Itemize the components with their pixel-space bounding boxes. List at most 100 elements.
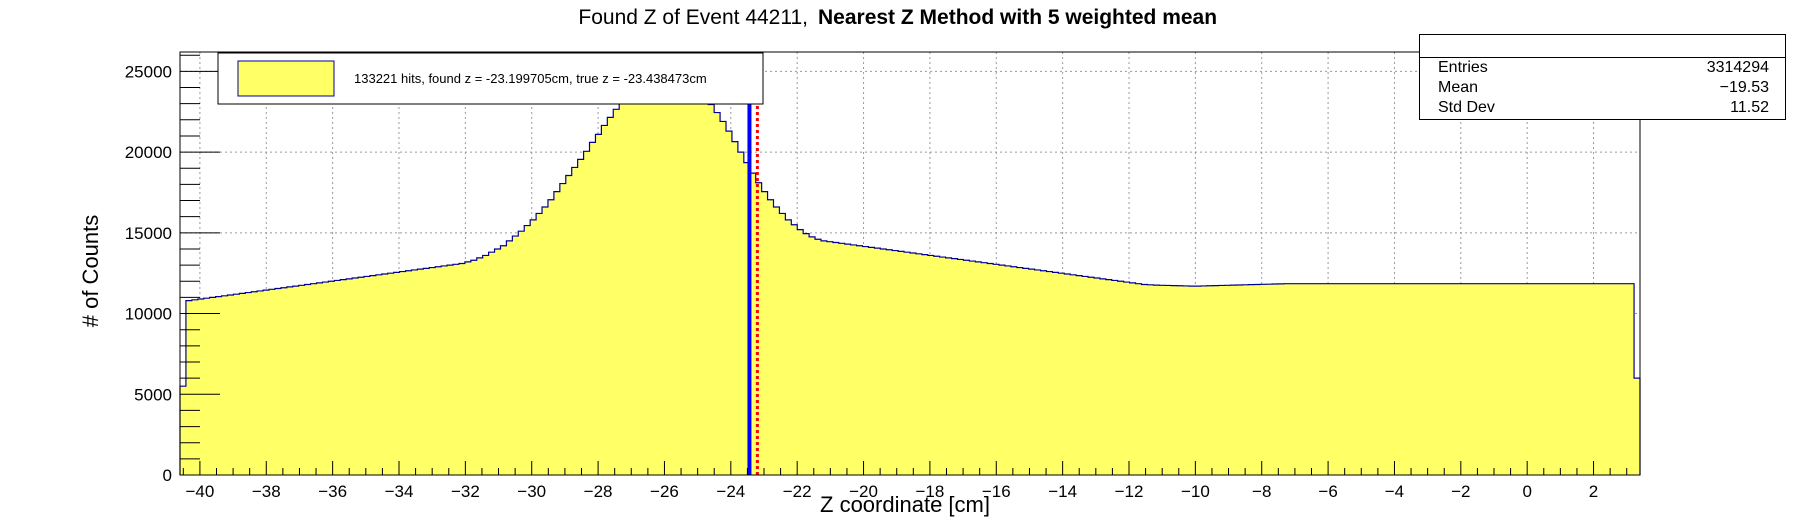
histogram-bar bbox=[221, 295, 228, 475]
histogram-bar bbox=[322, 282, 329, 475]
histogram-bar bbox=[963, 260, 970, 475]
histogram-bar bbox=[476, 257, 484, 475]
histogram-bar bbox=[518, 231, 525, 475]
histogram-bar bbox=[1283, 283, 1291, 475]
histogram-bar bbox=[708, 104, 715, 475]
histogram-bar bbox=[1378, 283, 1386, 475]
stats-std-label: Std Dev bbox=[1438, 99, 1495, 116]
histogram-bar bbox=[1016, 267, 1024, 475]
x-tick-label: −34 bbox=[385, 482, 414, 501]
histogram-bar bbox=[1574, 283, 1582, 475]
histogram-bar bbox=[874, 248, 881, 475]
x-tick-label: −40 bbox=[185, 482, 214, 501]
histogram-bar bbox=[975, 261, 982, 475]
histogram-bar bbox=[993, 264, 1000, 475]
histogram-bar bbox=[411, 269, 418, 475]
histogram-bar bbox=[726, 131, 733, 475]
histogram-bar bbox=[470, 260, 478, 475]
chart-title-plain: Found Z of Event 44211, bbox=[578, 6, 808, 29]
histogram-bar bbox=[583, 151, 590, 475]
histogram-bar bbox=[577, 159, 584, 475]
histogram-bar bbox=[1105, 279, 1113, 475]
histogram-bar bbox=[1159, 285, 1166, 475]
histogram-bar bbox=[1230, 285, 1237, 475]
histogram-bar bbox=[838, 243, 846, 475]
histogram-bar bbox=[1568, 283, 1576, 475]
histogram-bar bbox=[1212, 285, 1220, 475]
histogram-bar bbox=[915, 253, 923, 475]
histogram-bar bbox=[927, 255, 935, 475]
histogram-bar bbox=[429, 267, 436, 475]
histogram-bar bbox=[666, 74, 674, 475]
histogram-bar bbox=[803, 233, 810, 475]
histogram-bar bbox=[696, 90, 703, 475]
histogram-bar bbox=[1088, 277, 1095, 475]
histogram-bar bbox=[209, 297, 217, 475]
stats-std: Std Dev 11.52 bbox=[1420, 98, 1785, 118]
histogram-bar bbox=[1426, 283, 1433, 475]
histogram-bar bbox=[316, 282, 323, 475]
histogram-bar bbox=[571, 167, 579, 476]
histogram-bar bbox=[524, 225, 531, 475]
histogram-bar bbox=[1272, 284, 1279, 475]
histogram-bar bbox=[1040, 270, 1047, 475]
histogram-bar bbox=[280, 287, 288, 475]
histogram-bar bbox=[1295, 283, 1303, 475]
histogram-bar bbox=[1301, 283, 1309, 475]
histogram-bar bbox=[1070, 274, 1077, 475]
histogram-bar bbox=[1028, 269, 1036, 475]
histogram-bar bbox=[292, 286, 300, 475]
stats-box: Entries 3314294 Mean −19.53 Std Dev 11.5… bbox=[1419, 34, 1786, 120]
histogram-bar bbox=[1188, 286, 1196, 475]
histogram-bar bbox=[1414, 283, 1421, 475]
histogram-bar bbox=[1372, 283, 1380, 475]
histogram-bar bbox=[595, 134, 602, 475]
histogram-bar bbox=[737, 152, 745, 475]
x-tick-label: −2 bbox=[1451, 482, 1470, 501]
x-tick-label: −12 bbox=[1115, 482, 1144, 501]
histogram-bar bbox=[1616, 283, 1623, 475]
histogram-bar bbox=[767, 199, 774, 475]
histogram-bar bbox=[1622, 283, 1629, 475]
histogram-bar bbox=[761, 191, 768, 475]
legend-swatch bbox=[237, 60, 335, 97]
histogram-bar bbox=[850, 244, 857, 475]
histogram-bar bbox=[542, 206, 549, 475]
histogram-bar bbox=[886, 249, 893, 475]
histogram-bar bbox=[269, 289, 276, 475]
histogram-bar bbox=[987, 263, 994, 475]
histogram-bar bbox=[868, 247, 875, 475]
legend-label: 133221 hits, found z = -23.199705cm, tru… bbox=[354, 71, 707, 86]
histogram-bar bbox=[969, 261, 976, 475]
histogram-bar bbox=[423, 268, 430, 475]
x-tick-label: −6 bbox=[1318, 482, 1337, 501]
histogram-bar bbox=[898, 251, 905, 475]
y-tick-label: 5000 bbox=[134, 385, 172, 404]
histogram-bar bbox=[363, 276, 371, 475]
histogram-bar bbox=[1046, 271, 1053, 475]
y-tick-label: 25000 bbox=[125, 62, 172, 81]
histogram-bar bbox=[203, 298, 211, 475]
histogram-bar bbox=[939, 257, 947, 475]
histogram-bar bbox=[921, 254, 929, 475]
histogram-bar bbox=[1586, 283, 1593, 475]
z-markers bbox=[747, 52, 759, 475]
histogram-bar bbox=[1503, 283, 1510, 475]
histogram-bar bbox=[1545, 283, 1552, 475]
histogram-bar bbox=[1319, 283, 1326, 475]
histogram-bar bbox=[494, 248, 501, 475]
x-tick-label: −38 bbox=[252, 482, 281, 501]
histogram-bar bbox=[589, 142, 596, 475]
histogram-bar bbox=[892, 250, 899, 475]
histogram-bar bbox=[1093, 278, 1101, 475]
histogram-bar bbox=[245, 292, 252, 475]
histogram-bar bbox=[257, 290, 264, 475]
histogram-bar bbox=[1200, 285, 1208, 475]
histogram-bar bbox=[1515, 283, 1522, 475]
x-tick-label: −16 bbox=[982, 482, 1011, 501]
legend-box: 133221 hits, found z = -23.199705cm, tru… bbox=[217, 52, 764, 105]
x-axis-label: Z coordinate [cm] bbox=[820, 492, 990, 517]
histogram-bar bbox=[1218, 285, 1225, 475]
histogram-bar bbox=[553, 191, 561, 475]
histogram-bar bbox=[1408, 283, 1415, 475]
